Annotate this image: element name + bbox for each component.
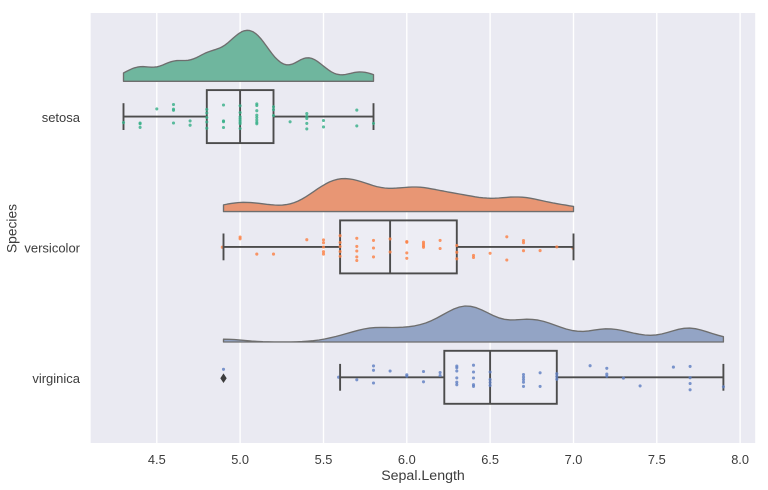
svg-text:5.5: 5.5 (315, 452, 333, 467)
svg-text:setosa: setosa (42, 110, 81, 125)
svg-text:Sepal.Length: Sepal.Length (381, 468, 465, 484)
svg-text:8.0: 8.0 (731, 452, 749, 467)
svg-text:6.0: 6.0 (398, 452, 416, 467)
svg-text:7.5: 7.5 (648, 452, 666, 467)
svg-text:Species: Species (5, 204, 20, 253)
svg-text:5.0: 5.0 (231, 452, 249, 467)
svg-text:virginica: virginica (32, 371, 80, 386)
svg-text:7.0: 7.0 (565, 452, 583, 467)
svg-text:versicolor: versicolor (24, 240, 80, 255)
svg-text:6.5: 6.5 (481, 452, 499, 467)
svg-text:4.5: 4.5 (148, 452, 166, 467)
